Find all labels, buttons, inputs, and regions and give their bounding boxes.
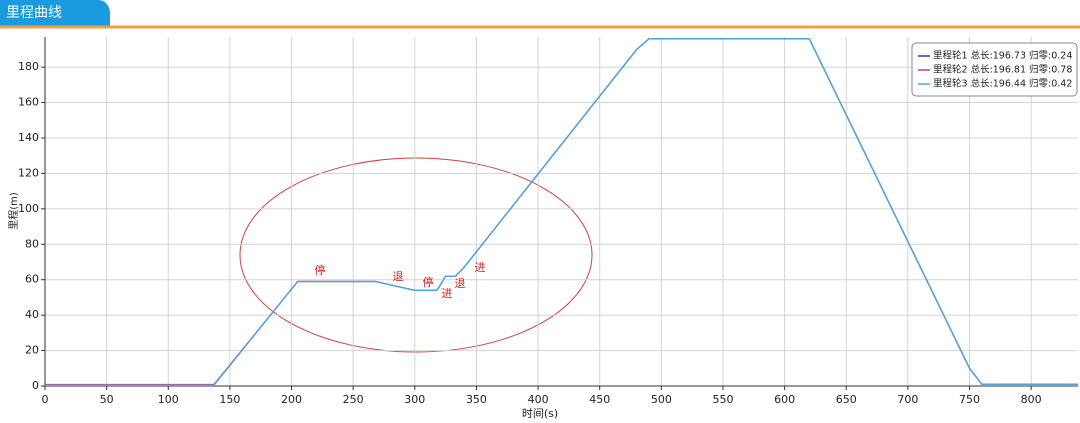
y-tick-label: 100 [18,202,39,215]
x-tick-label: 600 [774,393,795,406]
x-tick-label: 650 [836,393,857,406]
y-tick-label: 180 [18,60,39,73]
legend-label: 里程轮3 总长:196.44 归零:0.42 [933,78,1072,90]
y-tick-label: 60 [25,273,39,286]
x-tick-label: 100 [158,393,179,406]
x-tick-label: 150 [219,393,240,406]
y-tick-label: 160 [18,96,39,109]
highlight-ellipse [239,157,593,353]
annotation: 停 [315,263,326,277]
x-tick-label: 300 [404,393,425,406]
legend-label: 里程轮2 总长:196.81 归零:0.78 [933,64,1072,76]
annotation: 退 [455,277,466,290]
annotation: 进 [442,287,453,300]
y-tick-label: 40 [25,308,39,321]
series-line [45,38,1078,386]
title-tab [0,0,110,26]
annotation: 进 [475,261,486,274]
panel-title: 里程曲线 [6,5,62,21]
y-tick-label: 140 [18,131,39,144]
legend-box [911,42,1078,97]
x-tick-label: 500 [651,393,672,406]
x-tick-label: 350 [466,393,487,406]
x-tick-label: 700 [897,393,918,406]
x-tick-label: 200 [281,393,302,406]
x-axis-label: 时间(s) [522,407,558,420]
x-tick-label: 750 [959,393,980,406]
x-tick-label: 400 [528,393,549,406]
y-tick-label: 120 [18,166,39,179]
x-tick-label: 550 [712,393,733,406]
x-tick-label: 800 [1021,393,1042,406]
x-tick-label: 50 [100,393,114,406]
x-tick-label: 250 [343,393,364,406]
x-tick-label: 0 [42,393,49,406]
x-tick-label: 450 [589,393,610,406]
y-tick-label: 80 [25,237,39,250]
y-tick-label: 20 [25,344,39,357]
annotation: 退 [393,270,404,283]
y-axis-label: 里程(m) [8,192,20,230]
annotation: 停 [423,275,434,289]
legend-label: 里程轮1 总长:196.73 归零:0.24 [933,50,1072,62]
y-tick-label: 0 [32,379,39,392]
